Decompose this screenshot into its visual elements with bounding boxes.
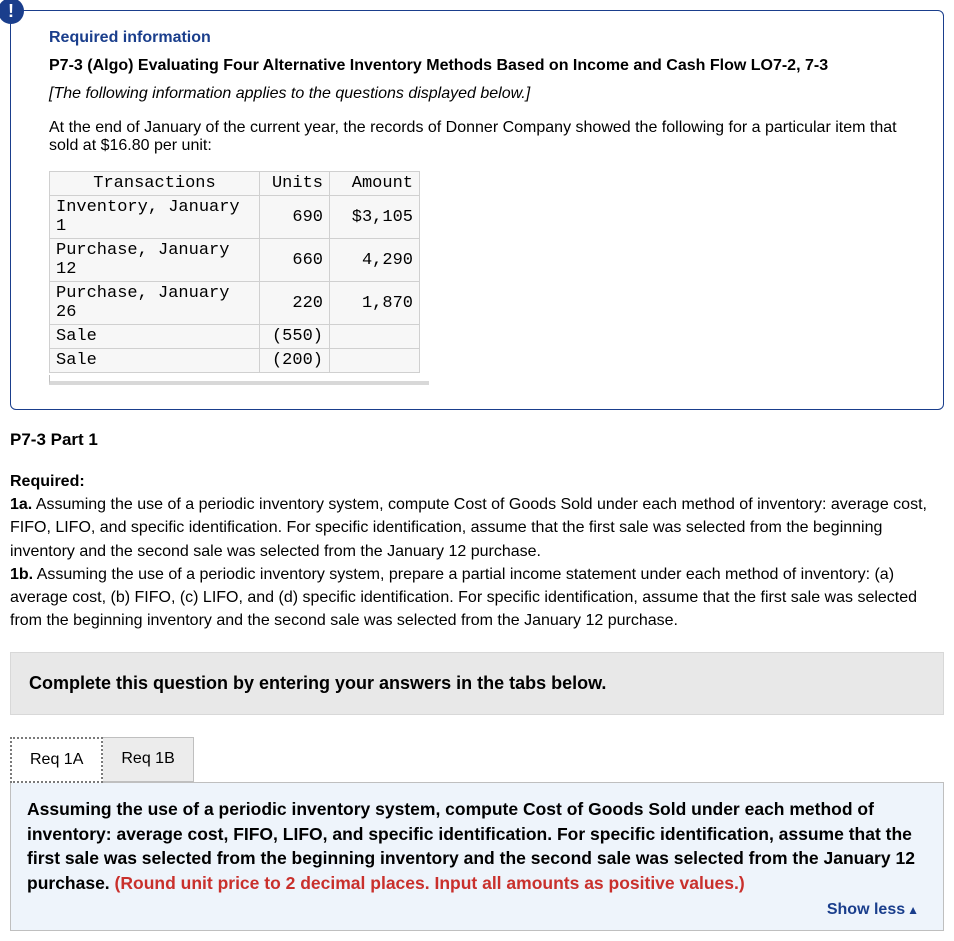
cell: Sale xyxy=(50,325,260,349)
show-less-toggle[interactable]: Show less▲ xyxy=(27,895,927,921)
cell: 220 xyxy=(260,282,330,325)
show-less-label: Show less xyxy=(827,901,905,918)
cell: Inventory, January 1 xyxy=(50,196,260,239)
cell: 660 xyxy=(260,239,330,282)
cell xyxy=(330,349,420,373)
cell: Sale xyxy=(50,349,260,373)
intro-text: At the end of January of the current yea… xyxy=(49,119,909,155)
transactions-table: Transactions Units Amount Inventory, Jan… xyxy=(49,171,420,373)
table-row: Inventory, January 1 690 $3,105 xyxy=(50,196,420,239)
table-row: Sale (200) xyxy=(50,349,420,373)
table-row: Sale (550) xyxy=(50,325,420,349)
cell: Purchase, January 26 xyxy=(50,282,260,325)
table-scrollbar[interactable] xyxy=(49,375,429,385)
th-units: Units xyxy=(260,172,330,196)
required-block: Required: 1a. Assuming the use of a peri… xyxy=(10,470,944,632)
cell: 690 xyxy=(260,196,330,239)
tabs: Req 1A Req 1B xyxy=(10,737,944,782)
tab-req-1a[interactable]: Req 1A xyxy=(10,737,103,783)
req-1b-text: Assuming the use of a periodic inventory… xyxy=(10,566,917,629)
required-label: Required: xyxy=(10,473,85,490)
table-row: Purchase, January 26 220 1,870 xyxy=(50,282,420,325)
cell: $3,105 xyxy=(330,196,420,239)
cell: 4,290 xyxy=(330,239,420,282)
req-1a-label: 1a. xyxy=(10,496,32,513)
th-transactions: Transactions xyxy=(50,172,260,196)
req-1b-label: 1b. xyxy=(10,566,33,583)
cell: 1,870 xyxy=(330,282,420,325)
instruction-bar: Complete this question by entering your … xyxy=(10,652,944,715)
applies-note: [The following information applies to th… xyxy=(49,85,915,103)
required-header: Required information xyxy=(49,29,915,47)
cell: Purchase, January 12 xyxy=(50,239,260,282)
tab-content-hint: (Round unit price to 2 decimal places. I… xyxy=(115,873,745,893)
chevron-up-icon: ▲ xyxy=(907,903,919,917)
table-row: Purchase, January 12 660 4,290 xyxy=(50,239,420,282)
tab-req-1b[interactable]: Req 1B xyxy=(102,737,193,782)
part-label: P7-3 Part 1 xyxy=(10,430,944,450)
problem-title: P7-3 (Algo) Evaluating Four Alternative … xyxy=(49,57,915,75)
info-icon: ! xyxy=(0,0,24,24)
req-1a-text: Assuming the use of a periodic inventory… xyxy=(10,496,927,559)
cell: (550) xyxy=(260,325,330,349)
th-amount: Amount xyxy=(330,172,420,196)
cell: (200) xyxy=(260,349,330,373)
required-info-box: ! Required information P7-3 (Algo) Evalu… xyxy=(10,10,944,410)
cell xyxy=(330,325,420,349)
tab-content: Assuming the use of a periodic inventory… xyxy=(10,782,944,930)
